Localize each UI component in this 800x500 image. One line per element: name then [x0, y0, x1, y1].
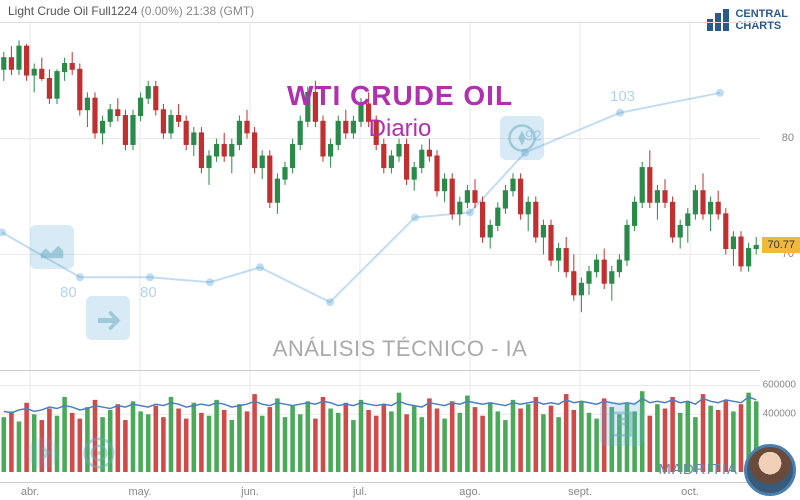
price-tick: 80 [782, 132, 794, 144]
x-tick: sept. [568, 486, 592, 498]
watermark-compass-icon [500, 116, 544, 160]
x-axis: abr. may. jun. jul. ago. sept. oct. [0, 482, 760, 500]
watermark-doc-icon [600, 402, 644, 446]
author-label: MADRITIA [658, 461, 738, 478]
x-tick: oct. [681, 486, 699, 498]
price-y-axis: 708070.77 [760, 22, 800, 370]
volume-tick: 400000 [763, 408, 796, 419]
svg-text:80: 80 [60, 284, 77, 301]
volume-tick: 600000 [763, 379, 796, 390]
chart-header: Light Crude Oil Full1224 (0.00%) 21:38 (… [8, 4, 254, 18]
chart-subtitle: Diario [369, 115, 432, 143]
symbol-time: 21:38 (GMT) [186, 4, 254, 18]
symbol-change: (0.00%) [141, 4, 183, 18]
watermark-chart-icon [30, 225, 74, 269]
watermark-arrow-icon [86, 296, 130, 340]
chart-title: WTI CRUDE OIL [287, 80, 513, 112]
symbol-name: Light Crude Oil Full1224 [8, 4, 137, 18]
author-avatar[interactable] [744, 444, 796, 496]
x-tick: may. [128, 486, 151, 498]
watermark-arrow-circle-icon [20, 430, 66, 476]
logo-line1: CENTRAL [735, 8, 788, 20]
x-tick: jul. [353, 486, 367, 498]
current-price-badge: 70.77 [762, 237, 800, 253]
chart-footer-title: ANÁLISIS TÉCNICO - IA [273, 336, 528, 362]
watermark-target-icon [76, 430, 122, 476]
x-tick: abr. [21, 486, 39, 498]
x-tick: ago. [459, 486, 480, 498]
svg-text:80: 80 [140, 284, 157, 301]
svg-text:103: 103 [610, 88, 635, 105]
x-tick: jun. [241, 486, 259, 498]
